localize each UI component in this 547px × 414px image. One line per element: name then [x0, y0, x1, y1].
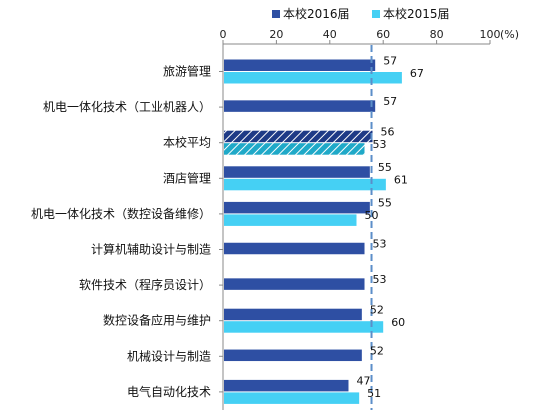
bar-s2-0 [224, 72, 402, 84]
bar-s1-8 [224, 349, 362, 362]
value-label-s1-2: 56 [381, 125, 395, 138]
bar-s1-6 [224, 278, 365, 290]
value-label-s1-0: 57 [383, 54, 397, 67]
bar-s1-7 [224, 308, 362, 321]
value-label-s2-7: 60 [391, 316, 405, 329]
value-label-s2-4: 50 [365, 209, 379, 222]
bar-s2-2 [224, 143, 365, 155]
bar-s1-4 [224, 201, 370, 214]
value-label-s1-3: 55 [378, 161, 392, 174]
bar-s1-2 [224, 130, 373, 143]
bar-s2-7 [224, 321, 384, 333]
x-tick-label-40: 40 [323, 28, 337, 41]
category-label-4: 机电一体化技术（数控设备维修） [31, 206, 211, 221]
category-label-1: 机电一体化技术（工业机器人） [43, 100, 211, 114]
value-label-s2-3: 61 [394, 174, 408, 187]
bar-s1-5 [224, 242, 365, 255]
category-label-9: 电气自动化技术 [127, 384, 211, 399]
bar-s1-9 [224, 379, 349, 392]
value-label-s1-5: 53 [373, 238, 387, 251]
bar-s1-1 [224, 100, 376, 112]
x-tick-label-0: 0 [220, 28, 227, 41]
value-label-s2-0: 67 [410, 67, 424, 80]
category-label-3: 酒店管理 [163, 170, 211, 185]
bar-s1-3 [224, 166, 370, 178]
category-label-2: 本校平均 [163, 135, 211, 150]
value-label-s1-4: 55 [378, 197, 392, 210]
category-label-8: 机械设计与制造 [127, 348, 211, 363]
x-unit-label: (%) [500, 28, 519, 41]
category-label-6: 软件技术（程序员设计） [79, 277, 211, 292]
category-label-5: 计算机辅助设计与制造 [91, 242, 211, 257]
bar-s2-4 [224, 214, 357, 226]
legend-label-1: 本校2016届 [283, 6, 350, 21]
legend-swatch-2 [372, 10, 380, 18]
bar-s2-3 [224, 178, 386, 191]
x-axis: 0 20 40 60 80 100 (%) [220, 28, 519, 45]
legend-label-2: 本校2015届 [383, 6, 450, 21]
value-label-s1-8: 52 [370, 344, 384, 357]
x-tick-label-20: 20 [269, 28, 283, 41]
bars [224, 59, 402, 404]
value-label-s2-9: 51 [367, 387, 381, 400]
value-label-s1-6: 53 [373, 273, 387, 286]
legend: 本校2016届 本校2015届 [272, 6, 450, 21]
value-label-s1-9: 47 [356, 375, 370, 388]
x-tick-label-60: 60 [376, 28, 390, 41]
category-label-7: 数控设备应用与维护 [103, 313, 211, 328]
value-label-s1-1: 57 [383, 95, 397, 108]
x-tick-label-80: 80 [430, 28, 444, 41]
legend-swatch-1 [272, 10, 280, 18]
x-tick-label-100: 100 [480, 28, 501, 41]
bar-s2-9 [224, 392, 360, 404]
category-label-0: 旅游管理 [163, 64, 211, 79]
value-label-s1-7: 52 [370, 303, 384, 316]
value-label-s2-2: 53 [373, 138, 387, 151]
bar-s1-0 [224, 59, 376, 71]
